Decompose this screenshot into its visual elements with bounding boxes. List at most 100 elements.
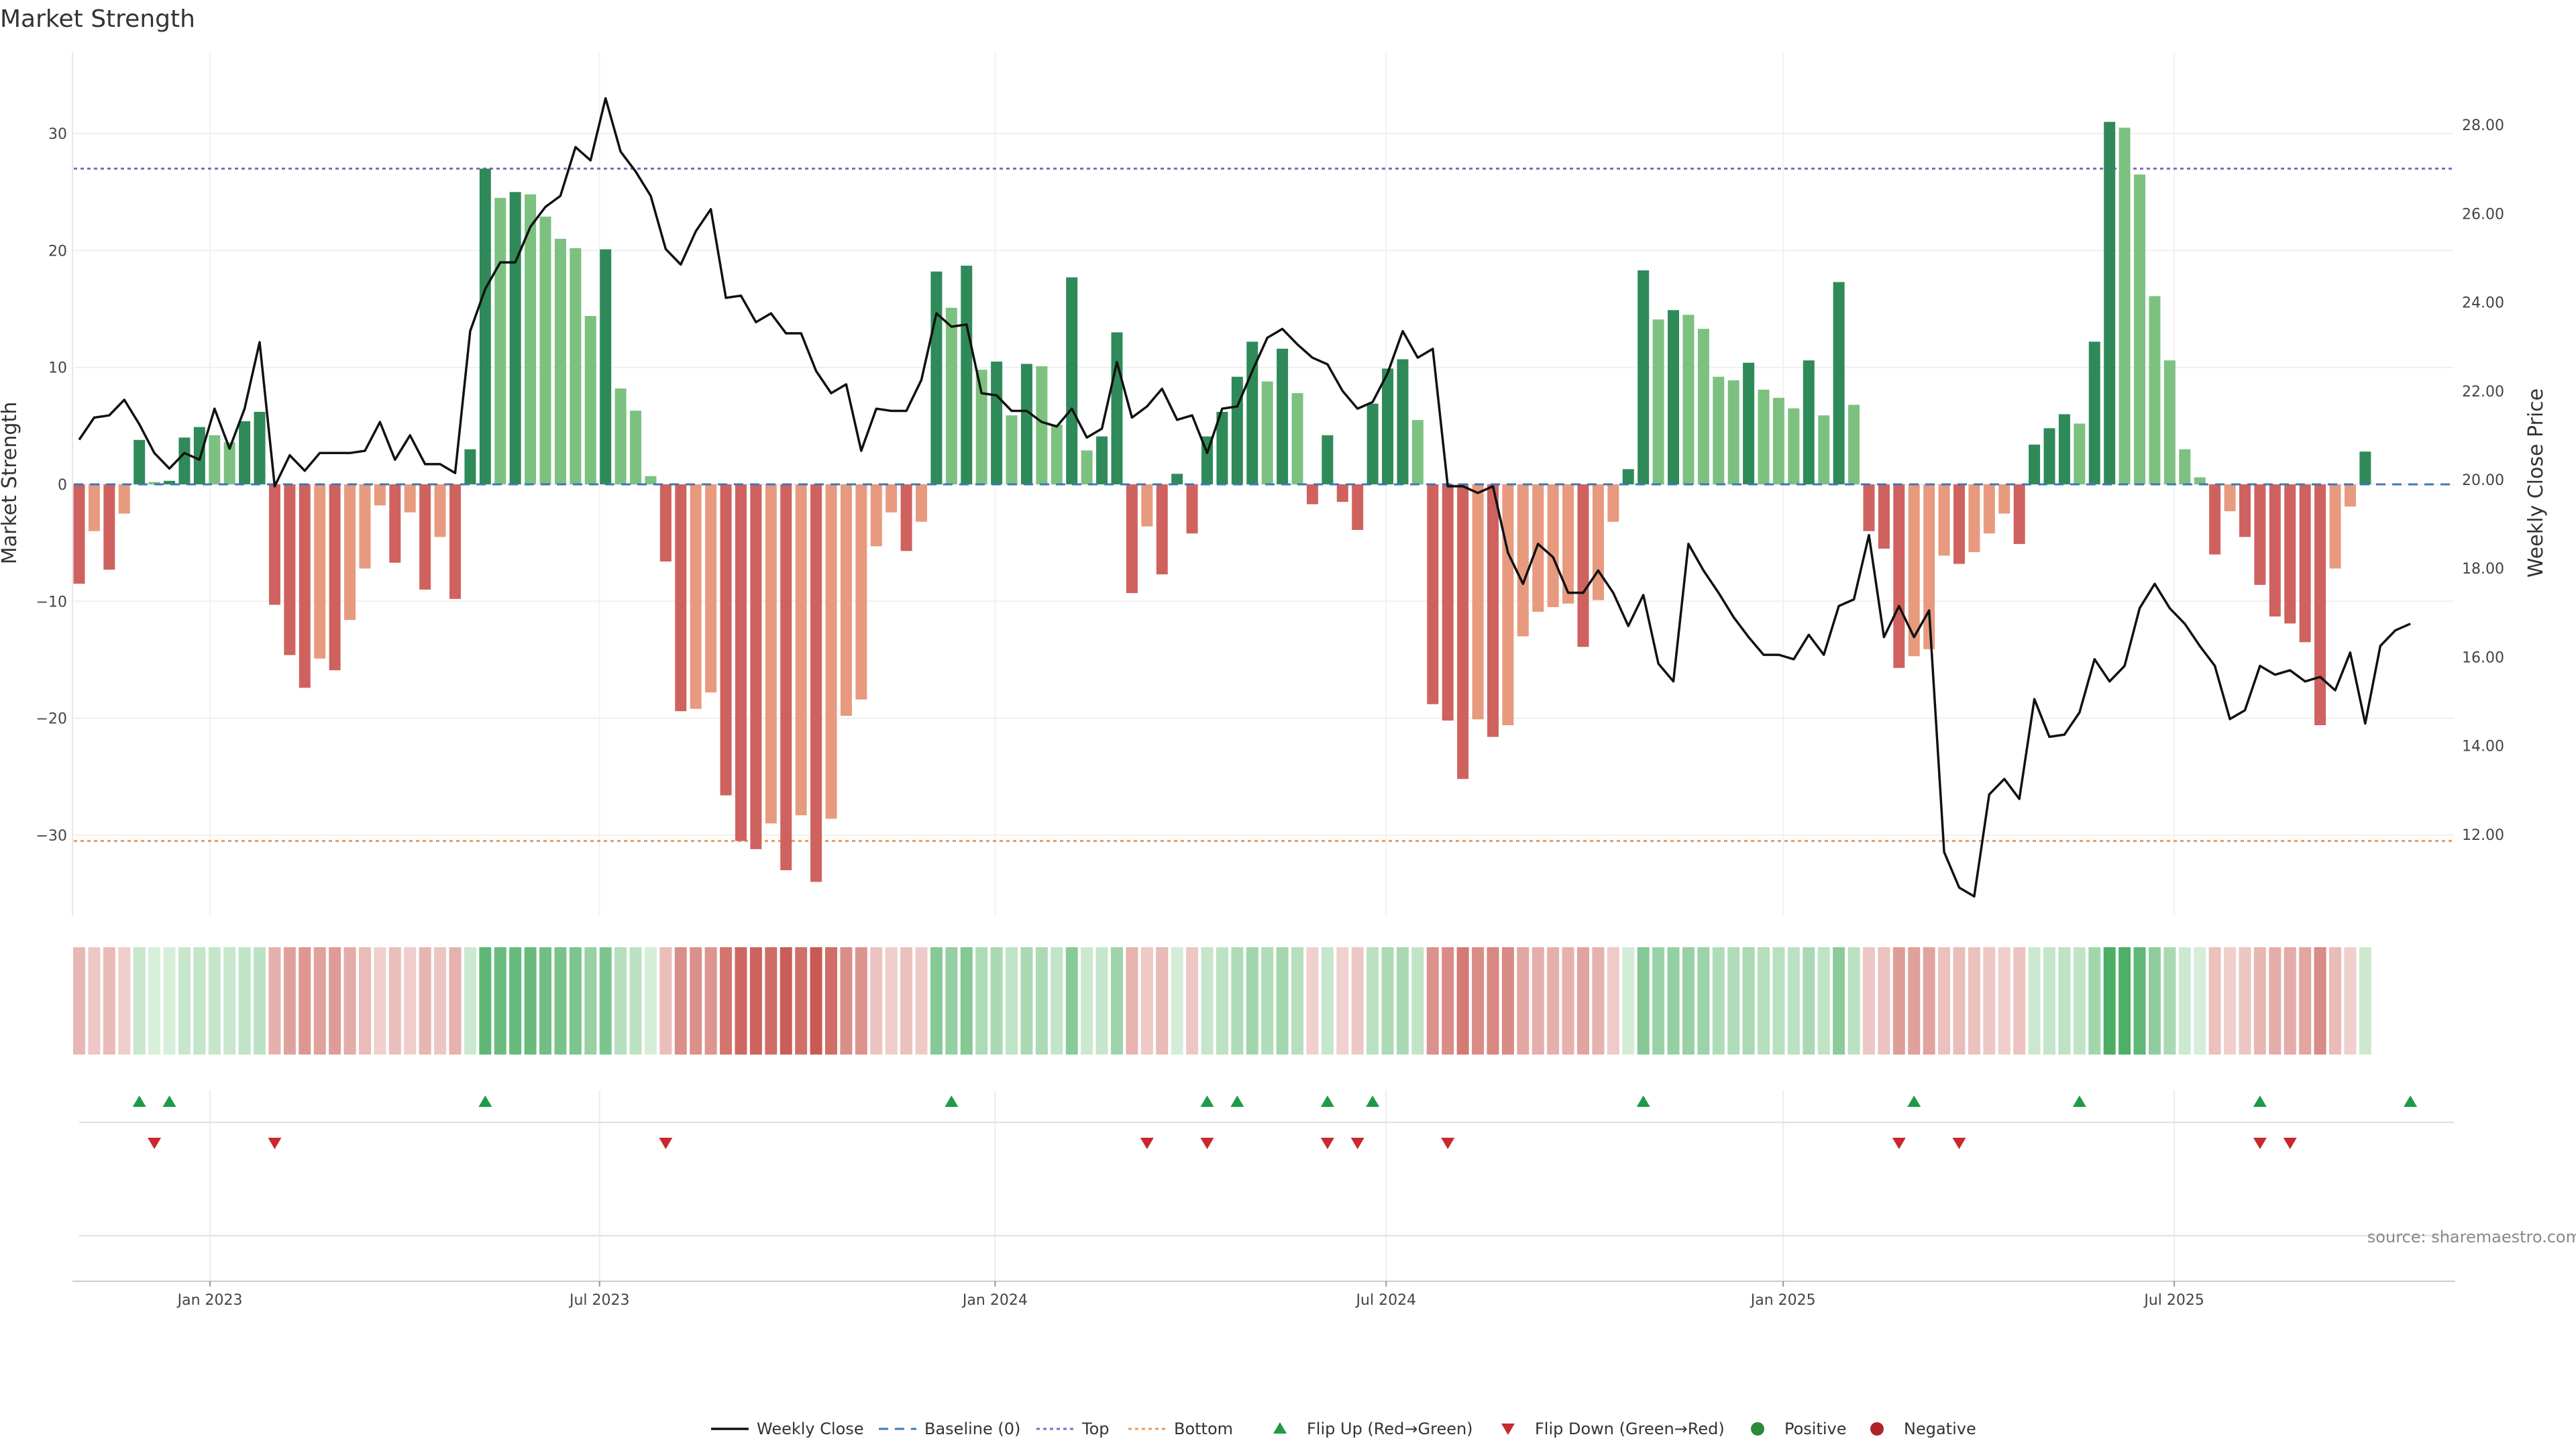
heat-cell: [614, 947, 627, 1055]
heat-cell: [404, 947, 417, 1055]
strength-bar: [1141, 484, 1153, 527]
heat-cell: [254, 947, 266, 1055]
right-tick-label: 20.00: [2462, 472, 2504, 489]
flip-down-marker: [2283, 1138, 2297, 1149]
heat-cell: [1817, 947, 1830, 1055]
heat-cell: [1216, 947, 1228, 1055]
left-tick-label: 0: [58, 477, 67, 494]
heat-cell: [103, 947, 115, 1055]
flip-up-marker: [132, 1095, 146, 1107]
strength-bar: [1517, 484, 1529, 637]
strength-bar: [1427, 484, 1439, 704]
heat-cell: [870, 947, 883, 1055]
strength-bar: [1382, 368, 1394, 484]
strength-bar: [554, 238, 566, 484]
flip-up-marker: [162, 1095, 176, 1107]
strength-bar: [1788, 408, 1800, 484]
heat-cell: [1607, 947, 1619, 1055]
strength-bar: [1758, 389, 1770, 484]
strength-bar: [1652, 319, 1664, 484]
heat-cell: [2224, 947, 2237, 1055]
heat-cell: [1547, 947, 1560, 1055]
strength-bar: [118, 484, 130, 514]
strength-bar: [254, 411, 266, 484]
strength-bar: [1066, 277, 1078, 484]
x-tick-label: Jan 2025: [1750, 1292, 1816, 1309]
x-axis-ticks: Jan 2023 Jul 2023 Jan 2024 Jul 2024 Jan 2025…: [176, 1281, 2204, 1309]
strength-bar: [1682, 315, 1695, 484]
strength-bar: [1983, 484, 1995, 534]
flip-up-marker: [2072, 1095, 2086, 1107]
heat-cell: [208, 947, 221, 1055]
strength-bar: [750, 484, 762, 849]
strength-bar: [2013, 484, 2025, 544]
strength-bar: [2224, 484, 2236, 512]
strength-bar: [2179, 449, 2191, 484]
flip-down-marker: [2253, 1138, 2267, 1149]
strength-bar: [1863, 484, 1875, 531]
flip-down-marker: [148, 1138, 162, 1149]
heat-cell: [238, 947, 251, 1055]
flip-down-marker: [1441, 1138, 1455, 1149]
heat-cell: [1742, 947, 1755, 1055]
heat-cell: [1110, 947, 1123, 1055]
strength-bar: [1848, 405, 1860, 484]
heat-cell: [960, 947, 973, 1055]
heat-cell: [1156, 947, 1169, 1055]
heat-cell: [434, 947, 447, 1055]
strength-bar: [1727, 380, 1739, 484]
heat-cell: [1862, 947, 1875, 1055]
strength-bar: [945, 307, 957, 484]
strength-bar: [1457, 484, 1469, 780]
right-tick-label: 18.00: [2462, 561, 2504, 578]
legend-item: Baseline (0): [879, 1419, 1020, 1438]
heat-cell: [659, 947, 672, 1055]
heat-cell: [1517, 947, 1529, 1055]
strength-bar: [2359, 451, 2371, 484]
strength-bar: [765, 484, 777, 824]
legend-label: Bottom: [1174, 1419, 1233, 1438]
heat-cell: [494, 947, 506, 1055]
heat-cell: [720, 947, 733, 1055]
strength-bar: [2194, 477, 2206, 484]
heat-cell: [2253, 947, 2266, 1055]
strength-bar: [2284, 484, 2296, 624]
legend-item: Positive: [1751, 1419, 1847, 1438]
flip-down-marker: [1140, 1138, 1154, 1149]
heat-cell: [1772, 947, 1785, 1055]
strength-bar: [1051, 425, 1063, 484]
strength-bar: [449, 484, 461, 599]
heat-cell: [1442, 947, 1454, 1055]
heat-cell: [2208, 947, 2221, 1055]
strength-bar: [1291, 393, 1303, 484]
right-tick-label: 22.00: [2462, 384, 2504, 400]
flip-up-marker: [1230, 1095, 1244, 1107]
heat-cell: [599, 947, 612, 1055]
heat-cell: [283, 947, 296, 1055]
heat-cell: [1682, 947, 1695, 1055]
heat-cell: [1833, 947, 1845, 1055]
strength-bar: [2074, 423, 2086, 484]
right-axis-label: Weekly Close Price: [2524, 388, 2548, 578]
strength-bar: [133, 439, 146, 484]
strength-bar: [464, 449, 476, 484]
heat-cell: [1923, 947, 1935, 1055]
heat-cell: [2194, 947, 2206, 1055]
strength-bar: [659, 484, 672, 562]
strength-bar: [1622, 469, 1634, 484]
strength-bar: [570, 248, 582, 484]
weekly-close-line: [78, 97, 2411, 898]
heat-cell: [1035, 947, 1048, 1055]
heat-cell: [2118, 947, 2131, 1055]
strength-bar: [1968, 484, 1980, 553]
left-tick-label: 10: [48, 360, 67, 377]
heat-cell: [2028, 947, 2041, 1055]
strength-bar: [1772, 398, 1784, 484]
strength-bar: [164, 480, 176, 484]
heat-cell: [1712, 947, 1725, 1055]
heat-cell: [1938, 947, 1951, 1055]
heat-cell: [73, 947, 85, 1055]
flip-up-marker: [478, 1095, 492, 1107]
heat-cell: [464, 947, 476, 1055]
heat-cell: [885, 947, 898, 1055]
